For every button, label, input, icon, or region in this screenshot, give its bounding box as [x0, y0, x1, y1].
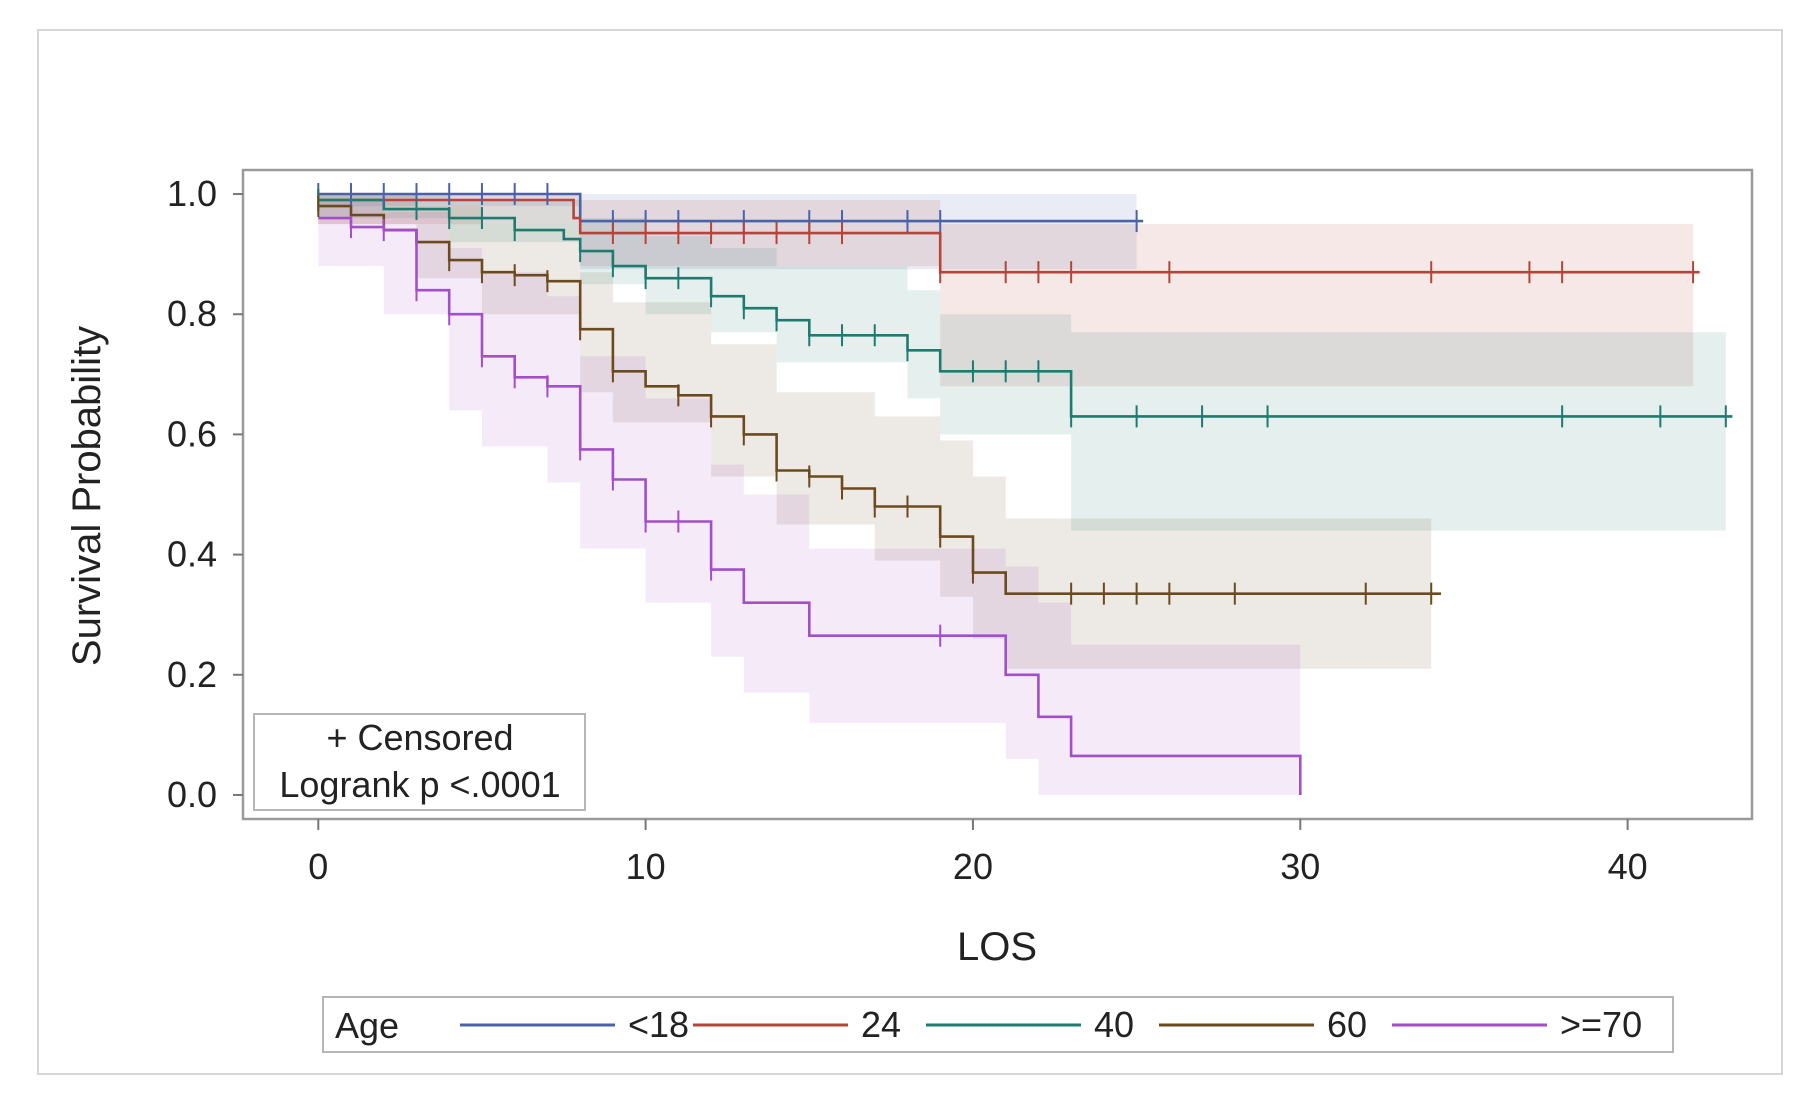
- x-tick-label: 20: [953, 846, 993, 887]
- x-tick-label: 30: [1280, 846, 1320, 887]
- y-tick-label: 0.0: [167, 774, 217, 815]
- series-1-confidence-band: [318, 194, 1694, 387]
- legend-label-2: 40: [1094, 1004, 1134, 1045]
- inset-logrank-label: Logrank p <.0001: [279, 764, 560, 805]
- plot-area: [241, 168, 1754, 821]
- legend-label-0: <18: [628, 1004, 689, 1045]
- series-4-survival-line: [318, 216, 1302, 795]
- series-0-confidence-band: [318, 194, 1137, 270]
- y-axis-title: Survival Probability: [65, 326, 109, 666]
- inset-censored-label: + Censored: [326, 717, 513, 758]
- confidence-bands: [318, 194, 1726, 795]
- legend-label-3: 60: [1327, 1004, 1367, 1045]
- x-axis: 0 10 20 30 40: [308, 819, 1648, 887]
- series-3-confidence-band: [318, 194, 1432, 669]
- x-tick-label: 40: [1608, 846, 1648, 887]
- y-tick-label: 0.2: [167, 654, 217, 695]
- y-tick-label: 0.4: [167, 534, 217, 575]
- y-tick-label: 1.0: [167, 173, 217, 214]
- censor-markers: [317, 183, 1727, 647]
- y-tick-label: 0.6: [167, 413, 217, 454]
- legend-label-4: >=70: [1560, 1004, 1642, 1045]
- x-axis-title: LOS: [957, 925, 1037, 969]
- legend-label-1: 24: [861, 1004, 901, 1045]
- series-4-confidence-band: [318, 200, 1301, 795]
- series-3-survival-line: [318, 204, 1441, 595]
- x-tick-label: 0: [308, 846, 328, 887]
- legend-title: Age: [335, 1005, 399, 1046]
- y-axis: 0.0 0.2 0.4 0.6 0.8 1.0: [167, 173, 243, 815]
- y-tick-label: 0.8: [167, 293, 217, 334]
- legend-entries: <18 24 40 60 >=70: [460, 1004, 1642, 1045]
- x-tick-label: 10: [626, 846, 666, 887]
- inset-box: [253, 713, 586, 811]
